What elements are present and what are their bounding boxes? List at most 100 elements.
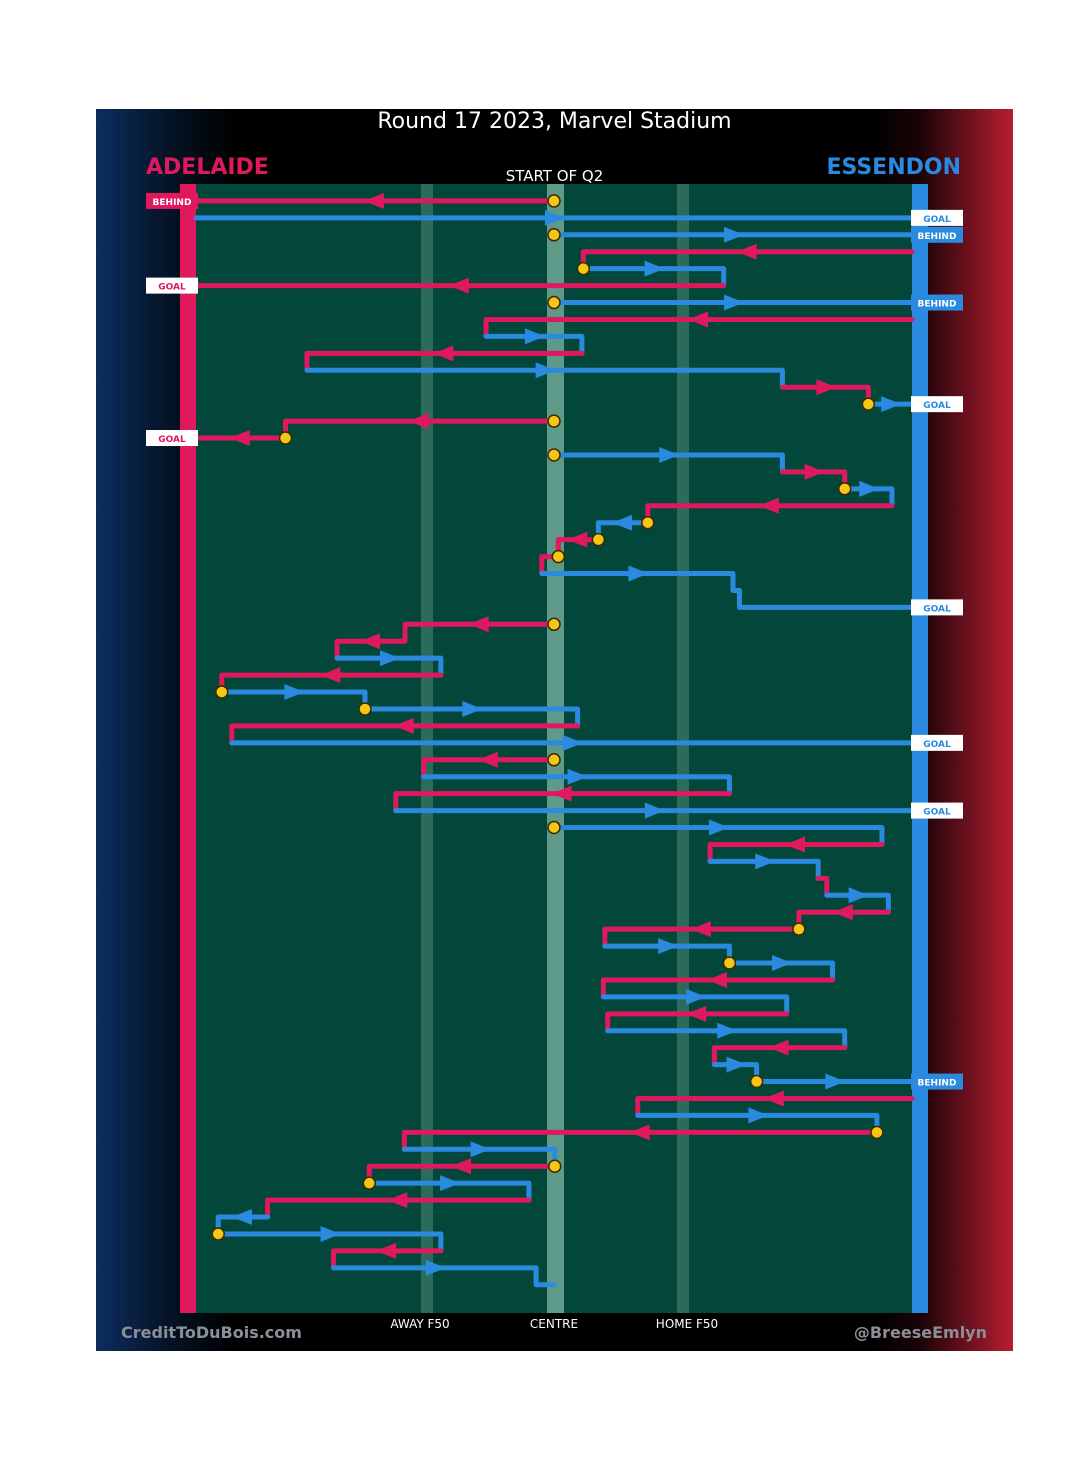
chain-home-57 — [265, 1197, 532, 1220]
chain-away-45 — [600, 994, 790, 1017]
chain-arrow — [859, 480, 880, 497]
chain-home-29 — [229, 723, 581, 746]
adelaide-goal-line — [180, 184, 196, 1313]
credit-text: CreditToDuBois.com — [121, 1323, 302, 1342]
chart-subtitle: START OF Q2 — [505, 167, 604, 185]
chain-away-35 — [551, 825, 885, 847]
chain-arrow — [804, 463, 825, 480]
chain-arrow — [376, 1242, 397, 1259]
chain-arrow — [708, 819, 729, 836]
chain-start-marker — [278, 431, 293, 445]
chain-arrow — [567, 768, 588, 785]
result-label: BEHIND — [918, 1079, 957, 1089]
chain-start-marker — [749, 1074, 764, 1089]
result-badge — [146, 430, 198, 447]
chain-arrow — [881, 396, 902, 413]
result-label: GOAL — [158, 283, 186, 293]
chain-arrow — [748, 1107, 769, 1124]
chain-arrow — [736, 243, 757, 260]
chain-start-marker — [547, 194, 561, 208]
author-handle: @BreeseEmlyn — [853, 1323, 987, 1342]
chain-away-61 — [330, 1265, 557, 1288]
chain-away-28 — [362, 706, 581, 729]
chain-arrow — [545, 209, 565, 226]
chain-arrow — [567, 531, 588, 548]
chain-start-marker — [547, 228, 561, 242]
chain-arrow — [535, 362, 556, 379]
chain-home-48 — [711, 1045, 848, 1068]
chain-away-22 — [539, 571, 915, 610]
result-label: GOAL — [923, 401, 951, 411]
chain-arrow — [825, 1073, 846, 1090]
chain-home-38 — [815, 875, 830, 898]
chain-away-32 — [421, 774, 732, 797]
result-badge — [911, 209, 963, 226]
chain-start-marker — [551, 549, 566, 564]
chain-arrow — [628, 565, 649, 582]
result-label: GOAL — [923, 215, 951, 225]
chain-away-59 — [215, 1231, 444, 1254]
chain-home-31 — [421, 757, 557, 780]
chain-arrow — [320, 1225, 341, 1242]
chain-home-33 — [393, 791, 732, 814]
chain-away-43 — [726, 960, 836, 983]
chain-arrow — [562, 734, 583, 751]
chain-start-marker — [547, 414, 561, 428]
chain-away-56 — [366, 1180, 532, 1203]
result-badge — [911, 734, 963, 751]
chain-arrow — [686, 988, 707, 1005]
home-team-name: ADELAIDE — [146, 155, 269, 180]
result-badge — [911, 1073, 963, 1090]
result-badge — [911, 396, 963, 413]
chain-arrow — [758, 497, 779, 514]
chain-away-8 — [483, 333, 585, 356]
chain-arrow — [690, 921, 711, 938]
chain-home-41 — [602, 926, 802, 949]
chain-arrow — [470, 1141, 491, 1158]
chain-arrow — [440, 1175, 461, 1192]
chain-start-marker — [547, 448, 561, 462]
chain-arrow — [687, 311, 708, 328]
result-label: GOAL — [923, 808, 951, 818]
chain-away-4 — [580, 266, 727, 289]
chain-arrow — [848, 887, 869, 904]
chain-away-10 — [304, 367, 785, 390]
chain-arrow — [612, 514, 633, 531]
result-label: GOAL — [158, 435, 186, 445]
x-tick-home-f50: HOME F50 — [655, 1317, 719, 1331]
chain-arrow — [524, 328, 545, 345]
chain-arrow — [462, 700, 483, 717]
result-label: BEHIND — [153, 198, 192, 208]
chain-away-37 — [707, 858, 821, 881]
result-badge — [911, 226, 963, 243]
chain-arrow — [724, 294, 744, 311]
chain-arrow — [433, 345, 454, 362]
chain-arrow — [771, 955, 792, 972]
chain-start-marker — [547, 820, 561, 835]
result-label: GOAL — [923, 604, 951, 614]
chain-start-marker — [722, 956, 737, 970]
chain-start-marker — [547, 295, 561, 310]
chain-arrow — [477, 751, 498, 768]
away-f50-band — [421, 184, 433, 1313]
result-badge — [911, 802, 963, 819]
chain-start-marker — [641, 515, 655, 530]
x-tick-centre: CENTRE — [529, 1317, 579, 1331]
chain-arrow — [724, 226, 744, 243]
result-badge — [146, 277, 198, 294]
chain-arrow — [284, 684, 305, 701]
chain-arrow — [832, 904, 853, 921]
result-badge — [146, 192, 198, 209]
chain-start-marker — [547, 1159, 562, 1173]
result-badge — [911, 294, 963, 311]
chain-away-47 — [605, 1028, 848, 1051]
chain-home-9 — [304, 350, 585, 373]
chain-arrow — [755, 853, 776, 870]
centre-band — [547, 184, 564, 1313]
result-label: BEHIND — [918, 232, 957, 242]
chain-start-marker — [547, 753, 561, 767]
chain-start-marker — [362, 1176, 377, 1190]
chain-arrow — [706, 971, 727, 988]
chain-arrow — [448, 277, 469, 294]
result-badge — [911, 599, 963, 616]
